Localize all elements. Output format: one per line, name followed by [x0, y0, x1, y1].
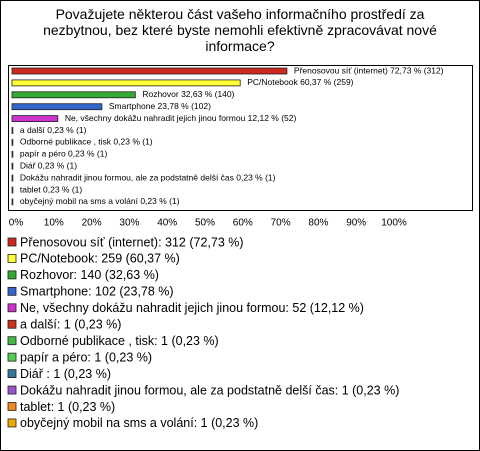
bar: [11, 162, 14, 170]
value-label: a další 0,23 % (1): [20, 125, 87, 135]
x-tick-label: 80%: [308, 218, 328, 229]
legend-label: obyčejný mobil na sms a volání: 1 (0,23 …: [20, 416, 258, 430]
value-label: Ne, všechny dokážu nahradit jejich jinou…: [65, 113, 297, 123]
value-label: tablet 0,23 % (1): [20, 184, 83, 194]
legend-swatch: [7, 286, 17, 296]
x-tick-label: 30%: [119, 218, 139, 229]
legend-swatch: [7, 303, 17, 313]
x-tick-label: 90%: [346, 218, 366, 229]
value-label: papír a péro 0,23 % (1): [20, 149, 108, 159]
legend-swatch: [7, 319, 17, 329]
legend-label: tablet: 1 (0,23 %): [20, 400, 115, 414]
x-tick-label: 70%: [271, 218, 291, 229]
value-label: Rozhovor 32,63 % (140): [142, 89, 234, 99]
legend-label: Ne, všechny dokážu nahradit jejich jinou…: [20, 301, 364, 315]
legend-swatch: [7, 369, 17, 379]
legend-swatch: [7, 270, 17, 280]
x-tick-label: 100%: [381, 218, 407, 229]
x-tick-label: 20%: [82, 218, 102, 229]
x-tick-label: 0%: [9, 218, 24, 229]
x-tick-label: 10%: [44, 218, 64, 229]
bar: [11, 115, 59, 122]
legend-swatch: [7, 336, 17, 346]
bar: [11, 150, 14, 158]
chart-title: Považujete některou část vašeho informač…: [43, 6, 437, 54]
legend-label: Odborné publikace , tisk: 1 (0,23 %): [20, 334, 219, 348]
legend-label: Smartphone: 102 (23,78 %): [20, 285, 174, 299]
value-label: Odborné publikace , tisk 0,23 % (1): [20, 137, 153, 147]
value-label: Přenosovou síť (internet) 72,73 % (312): [294, 65, 444, 75]
bar: [11, 67, 288, 75]
legend-label: Rozhovor: 140 (32,63 %): [20, 268, 159, 282]
value-label: Diář 0,23 % (1): [20, 160, 77, 170]
x-tick-label: 60%: [233, 218, 253, 229]
legend-label: Diář : 1 (0,23 %): [20, 367, 111, 381]
value-label: Smartphone 23,78 % (102): [109, 101, 211, 111]
legend-label: Dokážu nahradit jinou formou, ale za pod…: [20, 383, 399, 397]
value-label: obyčejný mobil na sms a volání 0,23 % (1…: [20, 196, 180, 206]
bar: [11, 91, 136, 99]
legend-label: a další: 1 (0,23 %): [20, 318, 121, 332]
value-label: PC/Notebook 60,37 % (259): [247, 77, 353, 87]
bar: [11, 79, 241, 87]
x-tick-label: 40%: [157, 218, 177, 229]
legend-label: PC/Notebook: 259 (60,37 %): [20, 252, 180, 266]
bar: [11, 174, 14, 182]
legend-label: papír a péro: 1 (0,23 %): [20, 350, 152, 364]
legend-swatch: [7, 385, 17, 395]
x-tick-label: 50%: [195, 218, 215, 229]
legend-swatch: [7, 352, 17, 362]
legend-swatch: [7, 237, 17, 247]
bar: [11, 138, 14, 146]
legend-label: Přenosovou síť (internet): 312 (72,73 %): [20, 235, 244, 249]
bar: [11, 127, 14, 134]
value-label: Dokážu nahradit jinou formou, ale za pod…: [20, 172, 276, 182]
plot-border: [8, 65, 473, 211]
legend-swatch: [7, 402, 17, 411]
bar: [11, 103, 103, 111]
bar: [11, 186, 14, 194]
bar: [11, 198, 14, 206]
legend-swatch: [7, 254, 17, 263]
legend-swatch: [7, 418, 17, 428]
